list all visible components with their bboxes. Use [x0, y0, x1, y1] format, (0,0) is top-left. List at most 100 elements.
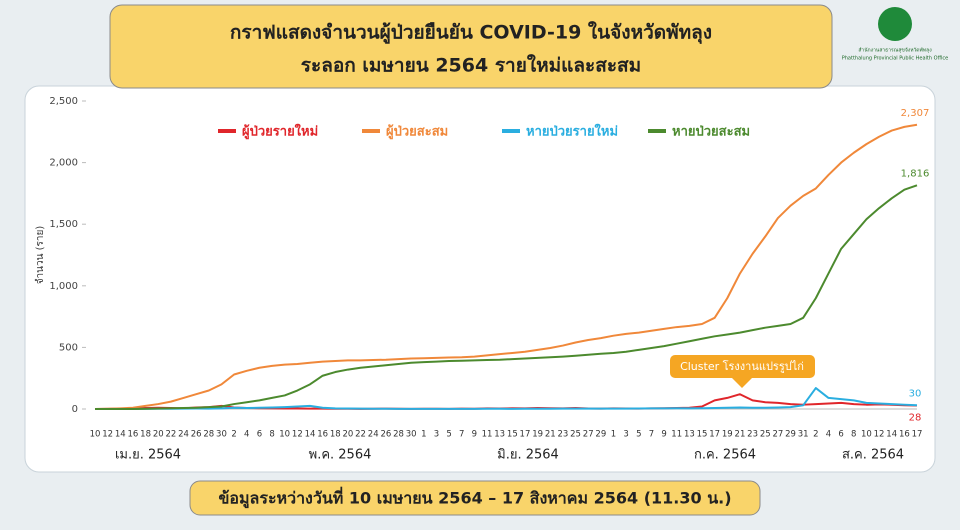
x-tick-label: 29 [595, 430, 606, 440]
x-tick-label: 20 [153, 430, 164, 440]
x-tick-label: 20 [343, 430, 354, 440]
y-tick-label: 0 [72, 404, 78, 415]
legend-label: ผู้ป่วยสะสม [386, 124, 448, 140]
data-label: 30 [909, 388, 922, 399]
x-tick-label: 15 [507, 430, 518, 440]
x-tick-label: 26 [191, 430, 202, 440]
x-tick-label: 4 [826, 430, 831, 440]
x-tick-label: 19 [722, 430, 733, 440]
x-tick-label: 30 [406, 430, 417, 440]
x-tick-label: 17 [912, 430, 923, 440]
x-tick-label: 31 [798, 430, 809, 440]
x-tick-label: 24 [368, 430, 379, 440]
x-tick-label: 5 [446, 430, 451, 440]
x-tick-label: 10 [90, 430, 101, 440]
annotation-arrow [732, 378, 752, 388]
x-tick-label: 21 [545, 430, 556, 440]
x-tick-label: 28 [393, 430, 404, 440]
x-tick-label: 16 [899, 430, 910, 440]
x-tick-label: 4 [244, 430, 249, 440]
chart-subtitle: ระลอก เมษายน 2564 รายใหม่และสะสม [301, 54, 641, 77]
x-tick-label: 22 [165, 430, 176, 440]
chart-panel [24, 85, 936, 473]
x-tick-label: 25 [570, 430, 581, 440]
series-line [95, 387, 918, 410]
x-tick-label: 29 [785, 430, 796, 440]
x-tick-label: 24 [178, 430, 189, 440]
legend-label: หายป่วยสะสม [672, 125, 750, 140]
x-tick-label: 19 [532, 430, 543, 440]
x-tick-label: 6 [257, 430, 262, 440]
x-tick-label: 10 [279, 430, 290, 440]
x-tick-label: 27 [772, 430, 783, 440]
x-tick-label: 1 [611, 430, 616, 440]
x-tick-label: 16 [317, 430, 328, 440]
x-tick-label: 7 [459, 430, 464, 440]
x-tick-label: 26 [380, 430, 391, 440]
y-tick-label: 1,000 [49, 281, 78, 292]
x-tick-label: 14 [115, 430, 126, 440]
x-tick-label: 11 [671, 430, 682, 440]
logo [878, 7, 912, 41]
x-tick-label: 1 [421, 430, 426, 440]
data-label: 1,816 [901, 168, 930, 179]
x-tick-label: 2 [813, 430, 818, 440]
x-tick-label: 7 [649, 430, 654, 440]
x-tick-label: 28 [203, 430, 214, 440]
x-tick-label: 27 [583, 430, 594, 440]
y-tick-label: 500 [59, 342, 78, 353]
footer-box [189, 480, 761, 516]
data-label: 2,307 [901, 108, 930, 119]
x-tick-label: 8 [269, 430, 274, 440]
x-tick-label: 3 [623, 430, 628, 440]
month-label: ก.ค. 2564 [694, 448, 756, 463]
x-tick-label: 15 [697, 430, 708, 440]
x-tick-label: 12 [292, 430, 303, 440]
x-tick-label: 23 [557, 430, 568, 440]
x-tick-label: 14 [305, 430, 316, 440]
x-tick-label: 11 [482, 430, 493, 440]
x-tick-label: 14 [886, 430, 897, 440]
x-tick-label: 21 [735, 430, 746, 440]
x-tick-label: 22 [355, 430, 366, 440]
x-tick-label: 5 [636, 430, 641, 440]
x-tick-label: 8 [851, 430, 856, 440]
legend-label: หายป่วยรายใหม่ [526, 123, 618, 140]
annotation: Cluster โรงงานแปรรูปไก่ [680, 359, 804, 373]
series-line [95, 184, 918, 410]
annotation-box [670, 355, 815, 378]
title-box [109, 4, 833, 89]
y-tick-label: 2,500 [49, 96, 78, 107]
legend-label: ผู้ป่วยรายใหม่ [242, 123, 318, 140]
x-tick-label: 9 [472, 430, 477, 440]
x-tick-label: 18 [140, 430, 151, 440]
x-tick-label: 6 [838, 430, 843, 440]
x-tick-label: 12 [874, 430, 885, 440]
series-line [94, 123, 918, 410]
x-tick-label: 10 [861, 430, 872, 440]
y-axis-label: จำนวน (ราย) [35, 226, 46, 285]
x-tick-label: 23 [747, 430, 758, 440]
x-tick-label: 16 [128, 430, 139, 440]
month-label: พ.ค. 2564 [309, 448, 372, 463]
month-label: มิ.ย. 2564 [497, 448, 559, 463]
x-tick-label: 13 [684, 430, 695, 440]
logo-text: สำนักงานสาธารณสุขจังหวัดพัทลุง [858, 48, 932, 54]
x-tick-label: 25 [760, 430, 771, 440]
x-tick-label: 17 [709, 430, 720, 440]
x-tick-label: 9 [661, 430, 666, 440]
x-tick-label: 13 [494, 430, 505, 440]
footer: ข้อมูลระหว่างวันที่ 10 เมษายน 2564 – 17 … [218, 487, 731, 510]
y-tick-label: 1,500 [49, 219, 78, 230]
x-tick-label: 3 [434, 430, 439, 440]
logo-subtext: Phatthalung Provincial Public Health Off… [842, 56, 949, 62]
x-tick-label: 18 [330, 430, 341, 440]
x-tick-label: 2 [231, 430, 236, 440]
month-label: เม.ย. 2564 [115, 448, 181, 463]
x-tick-label: 12 [102, 430, 113, 440]
data-label: 28 [909, 413, 922, 424]
month-label: ส.ค. 2564 [842, 448, 904, 463]
x-tick-label: 30 [216, 430, 227, 440]
